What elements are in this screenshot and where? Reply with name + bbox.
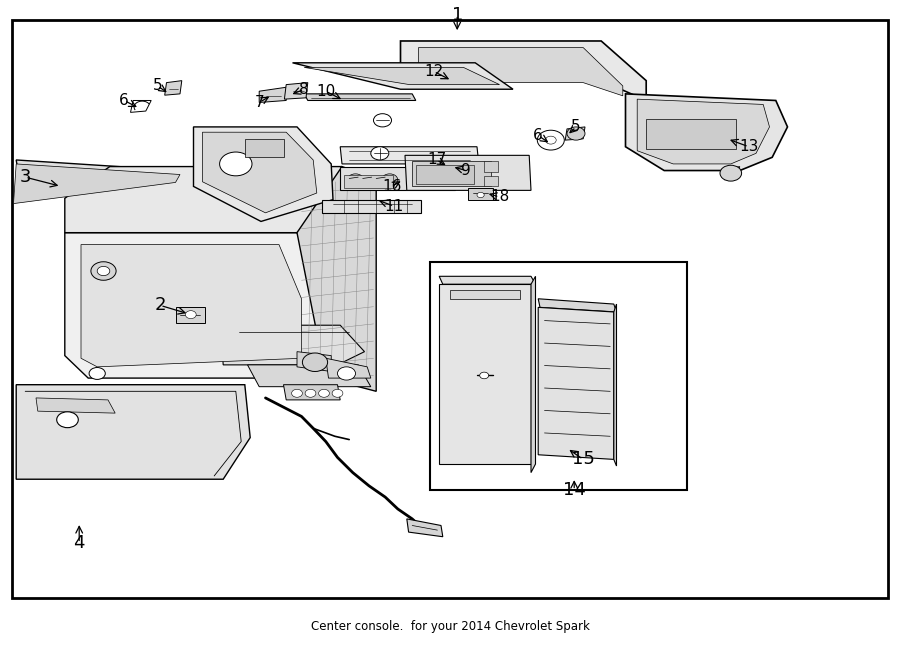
Polygon shape <box>626 94 788 171</box>
Circle shape <box>537 130 564 150</box>
Polygon shape <box>259 87 286 102</box>
Circle shape <box>91 262 116 280</box>
Text: 5: 5 <box>153 79 162 93</box>
Bar <box>344 175 393 188</box>
Polygon shape <box>450 290 520 299</box>
Polygon shape <box>297 167 376 391</box>
Polygon shape <box>16 385 250 479</box>
Circle shape <box>302 353 328 371</box>
Polygon shape <box>538 307 614 459</box>
Bar <box>416 165 474 184</box>
Polygon shape <box>284 83 308 99</box>
Text: 4: 4 <box>74 534 85 553</box>
Bar <box>430 262 687 490</box>
Text: 12: 12 <box>424 64 444 79</box>
Circle shape <box>57 412 78 428</box>
Polygon shape <box>248 365 371 387</box>
Polygon shape <box>130 100 151 112</box>
Text: 16: 16 <box>382 179 401 194</box>
Text: 6: 6 <box>120 93 129 108</box>
Polygon shape <box>439 284 531 464</box>
Text: 7: 7 <box>255 95 264 110</box>
Circle shape <box>89 368 105 379</box>
Text: 13: 13 <box>739 139 759 154</box>
Polygon shape <box>194 127 333 221</box>
Polygon shape <box>165 81 182 95</box>
Polygon shape <box>65 233 326 378</box>
Polygon shape <box>340 167 454 190</box>
Circle shape <box>220 152 252 176</box>
Polygon shape <box>322 200 421 213</box>
Circle shape <box>97 266 110 276</box>
Polygon shape <box>16 160 202 198</box>
Polygon shape <box>400 41 646 100</box>
Circle shape <box>305 389 316 397</box>
Circle shape <box>332 389 343 397</box>
Polygon shape <box>202 132 317 213</box>
Text: 11: 11 <box>384 199 404 214</box>
Polygon shape <box>405 155 531 190</box>
Circle shape <box>319 389 329 397</box>
Polygon shape <box>284 385 340 400</box>
Polygon shape <box>407 519 443 537</box>
Text: 10: 10 <box>316 84 336 98</box>
Text: 3: 3 <box>20 168 31 186</box>
Bar <box>12 20 888 598</box>
Text: 18: 18 <box>490 190 509 204</box>
Circle shape <box>371 147 389 160</box>
Polygon shape <box>304 94 416 100</box>
Circle shape <box>382 174 398 186</box>
Circle shape <box>545 136 556 144</box>
Text: 1: 1 <box>452 5 463 24</box>
Circle shape <box>720 165 742 181</box>
Polygon shape <box>439 276 536 284</box>
Polygon shape <box>297 352 331 371</box>
Text: Center console.  for your 2014 Chevrolet Spark: Center console. for your 2014 Chevrolet … <box>310 620 590 633</box>
Polygon shape <box>418 48 623 96</box>
Polygon shape <box>14 164 180 204</box>
Text: 5: 5 <box>572 120 580 134</box>
Circle shape <box>185 311 196 319</box>
Bar <box>484 161 498 172</box>
Polygon shape <box>326 358 371 378</box>
Polygon shape <box>340 147 479 164</box>
Text: 6: 6 <box>534 128 543 143</box>
Text: 15: 15 <box>572 450 595 469</box>
Polygon shape <box>538 299 616 312</box>
Bar <box>484 176 498 186</box>
Polygon shape <box>565 127 585 140</box>
Text: 9: 9 <box>462 163 471 178</box>
Polygon shape <box>724 167 740 180</box>
Polygon shape <box>176 307 205 323</box>
Circle shape <box>567 127 585 140</box>
Polygon shape <box>646 119 736 149</box>
Text: 8: 8 <box>300 82 309 97</box>
Polygon shape <box>245 139 284 157</box>
Circle shape <box>477 192 484 198</box>
Circle shape <box>292 389 302 397</box>
Polygon shape <box>292 63 513 89</box>
Polygon shape <box>220 325 364 365</box>
Circle shape <box>416 174 432 186</box>
Polygon shape <box>531 276 536 473</box>
Circle shape <box>480 372 489 379</box>
Circle shape <box>374 114 392 127</box>
Polygon shape <box>81 245 302 367</box>
Polygon shape <box>304 67 500 85</box>
Circle shape <box>338 367 356 380</box>
Polygon shape <box>637 99 770 164</box>
Text: 2: 2 <box>155 296 166 315</box>
Polygon shape <box>468 188 493 200</box>
Bar <box>412 161 491 186</box>
Text: 17: 17 <box>427 153 446 167</box>
Circle shape <box>347 174 364 186</box>
Polygon shape <box>614 304 617 466</box>
Text: 14: 14 <box>562 481 586 500</box>
Polygon shape <box>65 167 342 233</box>
Polygon shape <box>36 398 115 413</box>
